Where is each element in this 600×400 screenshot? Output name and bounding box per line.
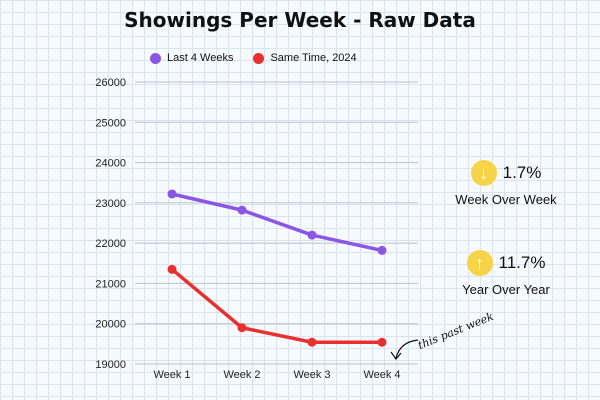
legend-dot-red — [253, 52, 265, 64]
x-tick-label: Week 3 — [293, 369, 330, 381]
data-point — [307, 337, 317, 347]
legend-item-last-4-weeks: Last 4 Weeks — [150, 52, 233, 64]
y-tick-label: 21000 — [95, 278, 126, 290]
data-point — [377, 245, 387, 255]
x-tick-label: Week 4 — [363, 369, 400, 381]
data-point — [167, 264, 177, 274]
data-point — [167, 189, 177, 199]
arrow-down-icon: ↓ — [470, 160, 497, 186]
y-tick-label: 20000 — [95, 319, 126, 331]
x-tick-label: Week 1 — [153, 369, 190, 381]
stat-label: Year Over Year — [462, 282, 550, 297]
stat-row: ↓ 1.7% — [436, 160, 576, 186]
stat-label: Week Over Week — [455, 192, 557, 207]
y-tick-label: 22000 — [95, 238, 126, 250]
legend: Last 4 Weeks Same Time, 2024 — [150, 52, 410, 64]
stat-value: 11.7% — [498, 253, 546, 272]
y-tick-label: 26000 — [95, 77, 126, 89]
data-point — [237, 323, 247, 333]
stat-year-over-year: ↑ 11.7% Year Over Year — [436, 250, 576, 297]
data-point — [377, 337, 387, 347]
series-line-1 — [170, 267, 384, 344]
legend-label: Same Time, 2024 — [270, 52, 357, 64]
stat-value: 1.7% — [502, 163, 542, 182]
y-tick-label: 23000 — [95, 198, 126, 210]
legend-dot-purple — [150, 52, 161, 64]
data-point — [307, 230, 317, 240]
y-tick-label: 24000 — [95, 158, 126, 170]
legend-label: Last 4 Weeks — [167, 52, 234, 64]
stat-row: ↑ 11.7% — [436, 250, 576, 276]
chart-title: Showings Per Week - Raw Data — [124, 8, 476, 32]
stat-week-over-week: ↓ 1.7% Week Over Week — [436, 160, 576, 207]
x-tick-label: Week 2 — [223, 369, 260, 381]
data-point — [237, 205, 247, 215]
legend-item-same-time-2024: Same Time, 2024 — [253, 52, 357, 64]
curved-arrow-icon — [390, 339, 419, 360]
y-tick-label: 19000 — [95, 359, 126, 371]
series-line-0 — [170, 192, 384, 253]
y-tick-label: 25000 — [95, 117, 126, 129]
arrow-up-icon: ↑ — [466, 250, 493, 276]
